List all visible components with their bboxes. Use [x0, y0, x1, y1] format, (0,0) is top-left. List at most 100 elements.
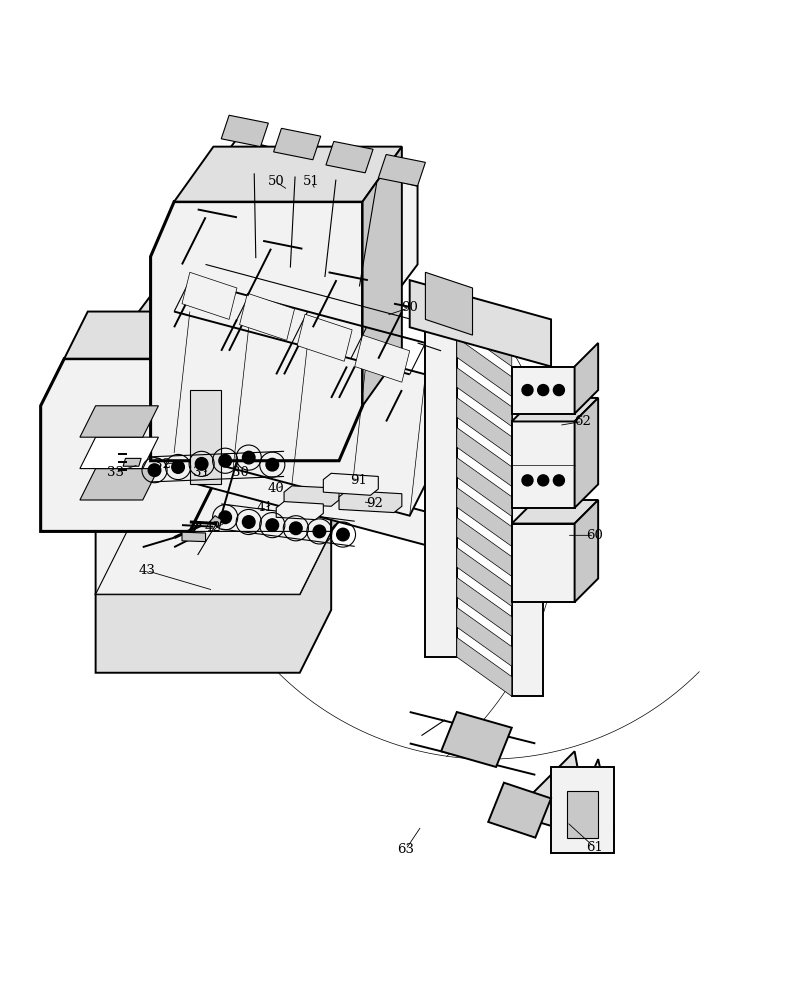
Circle shape: [537, 385, 548, 396]
Polygon shape: [210, 516, 221, 527]
Text: 33: 33: [106, 466, 124, 479]
Polygon shape: [198, 343, 206, 484]
Polygon shape: [378, 155, 426, 186]
Polygon shape: [182, 272, 237, 319]
Polygon shape: [410, 280, 551, 367]
Polygon shape: [190, 390, 221, 484]
Text: 91: 91: [350, 474, 367, 487]
Polygon shape: [457, 607, 511, 666]
Circle shape: [553, 385, 564, 396]
Polygon shape: [511, 367, 543, 696]
Polygon shape: [214, 312, 237, 484]
Circle shape: [172, 461, 184, 473]
Polygon shape: [326, 141, 373, 173]
Polygon shape: [273, 128, 321, 160]
Text: 43: 43: [138, 564, 155, 577]
Polygon shape: [457, 577, 511, 636]
Text: 90: 90: [401, 301, 418, 314]
Polygon shape: [426, 327, 457, 657]
Circle shape: [336, 528, 349, 541]
Polygon shape: [426, 272, 473, 335]
Circle shape: [266, 519, 279, 531]
Polygon shape: [457, 398, 511, 456]
Polygon shape: [95, 531, 331, 673]
Polygon shape: [95, 327, 331, 594]
Polygon shape: [355, 335, 410, 382]
Polygon shape: [574, 500, 598, 602]
Polygon shape: [441, 712, 511, 767]
Text: 60: 60: [585, 529, 603, 542]
Polygon shape: [198, 453, 441, 547]
Text: 62: 62: [574, 415, 591, 428]
Circle shape: [243, 451, 255, 464]
Polygon shape: [339, 491, 402, 513]
Polygon shape: [457, 488, 511, 546]
Polygon shape: [457, 517, 511, 576]
Circle shape: [553, 475, 564, 486]
Polygon shape: [457, 637, 511, 696]
Polygon shape: [378, 162, 410, 264]
Polygon shape: [511, 421, 574, 508]
Polygon shape: [297, 314, 352, 361]
Polygon shape: [174, 147, 402, 202]
Text: 51: 51: [303, 175, 320, 188]
Circle shape: [266, 458, 279, 471]
Circle shape: [537, 475, 548, 486]
Polygon shape: [151, 202, 362, 461]
Polygon shape: [80, 406, 158, 437]
Polygon shape: [80, 469, 158, 500]
Polygon shape: [457, 458, 511, 516]
Polygon shape: [567, 791, 598, 838]
Polygon shape: [277, 502, 323, 520]
Polygon shape: [182, 532, 206, 542]
Text: 30: 30: [232, 466, 249, 479]
Polygon shape: [511, 751, 590, 838]
Polygon shape: [80, 437, 158, 469]
Polygon shape: [574, 759, 614, 830]
Polygon shape: [457, 308, 511, 367]
Circle shape: [243, 516, 255, 528]
Polygon shape: [489, 783, 551, 838]
Text: 92: 92: [366, 497, 383, 510]
Polygon shape: [64, 312, 237, 359]
Circle shape: [289, 522, 302, 535]
Circle shape: [195, 458, 208, 470]
Polygon shape: [127, 264, 378, 327]
Text: 42: 42: [205, 521, 221, 534]
Circle shape: [219, 454, 232, 467]
Polygon shape: [457, 547, 511, 606]
Polygon shape: [323, 473, 378, 495]
Text: 61: 61: [585, 841, 603, 854]
Polygon shape: [457, 338, 511, 396]
Circle shape: [148, 464, 161, 476]
Polygon shape: [511, 500, 598, 524]
Polygon shape: [284, 486, 339, 506]
Circle shape: [313, 525, 325, 538]
Polygon shape: [174, 312, 426, 516]
Text: 31: 31: [193, 466, 210, 479]
Polygon shape: [511, 367, 574, 414]
Circle shape: [522, 475, 533, 486]
Polygon shape: [331, 264, 378, 531]
Polygon shape: [362, 147, 402, 406]
Polygon shape: [95, 531, 331, 594]
Polygon shape: [574, 398, 598, 508]
Text: 40: 40: [268, 482, 284, 495]
Polygon shape: [174, 162, 410, 209]
Polygon shape: [174, 209, 410, 264]
Polygon shape: [240, 293, 295, 340]
Polygon shape: [221, 115, 269, 147]
Text: 32: 32: [154, 458, 171, 471]
Polygon shape: [574, 343, 598, 414]
Circle shape: [219, 511, 232, 524]
Text: 50: 50: [268, 175, 284, 188]
Circle shape: [522, 385, 533, 396]
Polygon shape: [123, 458, 141, 466]
Text: 41: 41: [256, 501, 273, 514]
Polygon shape: [511, 398, 598, 421]
Polygon shape: [457, 368, 511, 426]
Polygon shape: [457, 428, 511, 486]
Polygon shape: [511, 524, 574, 602]
Text: 63: 63: [397, 843, 414, 856]
Polygon shape: [551, 767, 614, 853]
